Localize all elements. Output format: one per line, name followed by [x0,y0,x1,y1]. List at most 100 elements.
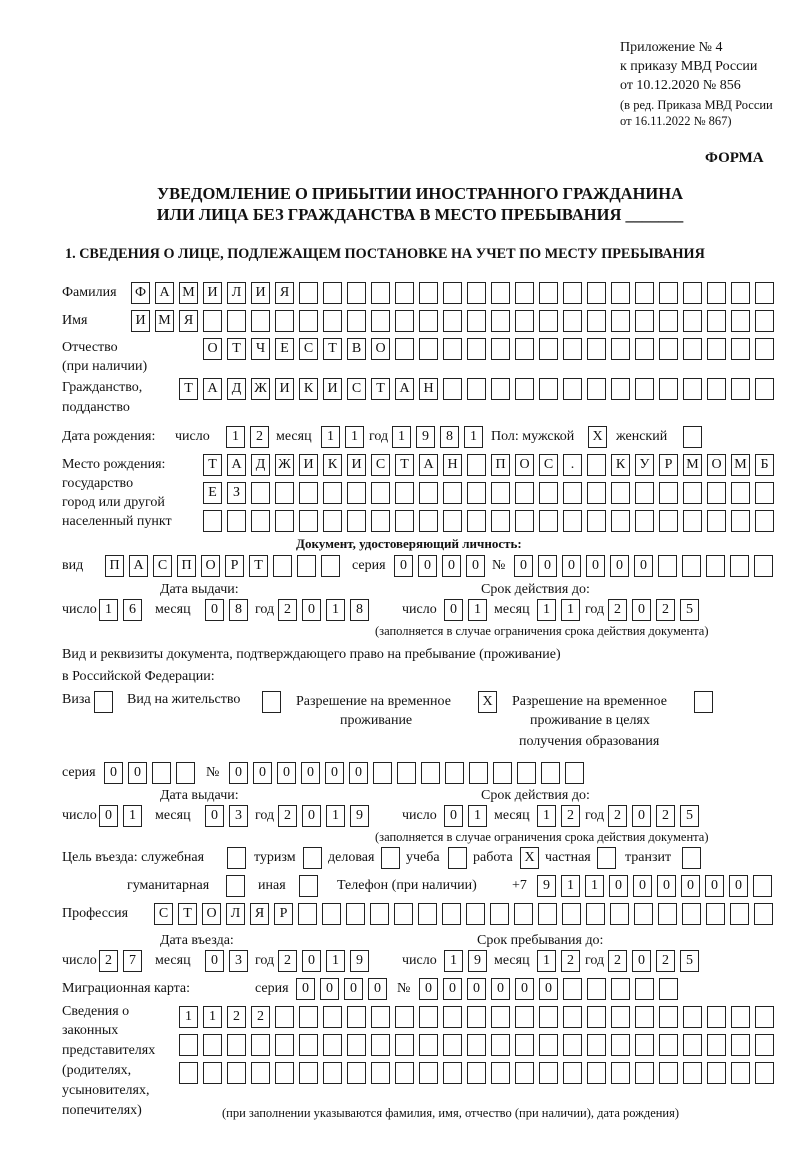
char-cell[interactable] [227,310,246,332]
char-cell[interactable]: 5 [680,599,699,621]
char-cell[interactable] [635,310,654,332]
char-cell[interactable] [731,378,750,400]
char-cell[interactable] [467,282,486,304]
char-cell[interactable] [683,482,702,504]
char-cell[interactable]: 0 [586,555,605,577]
char-cell[interactable] [682,847,701,869]
char-cell[interactable] [347,282,366,304]
char-cell[interactable] [467,1062,486,1084]
char-cell[interactable]: 1 [468,599,487,621]
char-cell[interactable] [298,903,317,925]
char-cell[interactable] [659,978,678,1000]
char-cell[interactable] [755,310,774,332]
char-cell[interactable] [539,1062,558,1084]
char-cell[interactable]: 1 [537,950,556,972]
char-cell[interactable] [587,454,606,476]
char-cell[interactable] [395,1034,414,1056]
sex-male-checkbox[interactable]: X [588,426,607,448]
char-cell[interactable] [659,378,678,400]
char-cell[interactable] [755,282,774,304]
char-cell[interactable] [682,555,701,577]
char-cell[interactable]: 0 [302,599,321,621]
char-cell[interactable]: 9 [350,950,369,972]
char-cell[interactable] [322,903,341,925]
char-cell[interactable]: П [491,454,510,476]
char-cell[interactable] [299,482,318,504]
char-cell[interactable] [515,1062,534,1084]
char-cell[interactable]: 0 [205,805,224,827]
birth-place-row-3[interactable] [203,510,774,532]
char-cell[interactable] [491,282,510,304]
char-cell[interactable] [299,875,318,897]
char-cell[interactable] [275,510,294,532]
char-cell[interactable]: 0 [729,875,748,897]
char-cell[interactable]: Р [274,903,293,925]
char-cell[interactable] [515,338,534,360]
char-cell[interactable] [683,426,702,448]
char-cell[interactable]: Е [275,338,294,360]
char-cell[interactable]: Т [249,555,268,577]
char-cell[interactable]: 8 [350,599,369,621]
char-cell[interactable] [635,338,654,360]
char-cell[interactable] [299,1006,318,1028]
char-cell[interactable]: 1 [537,599,556,621]
char-cell[interactable]: 7 [123,950,142,972]
char-cell[interactable] [419,1006,438,1028]
char-cell[interactable] [251,1062,270,1084]
purpose-service-checkbox[interactable] [227,847,246,869]
char-cell[interactable] [635,510,654,532]
char-cell[interactable]: Я [179,310,198,332]
char-cell[interactable] [491,482,510,504]
char-cell[interactable]: 0 [368,978,387,1000]
char-cell[interactable] [467,454,486,476]
char-cell[interactable]: 1 [537,805,556,827]
char-cell[interactable] [448,847,467,869]
char-cell[interactable] [515,378,534,400]
char-cell[interactable] [203,310,222,332]
char-cell[interactable] [467,378,486,400]
char-cell[interactable]: О [707,454,726,476]
char-cell[interactable]: 0 [205,599,224,621]
char-cell[interactable] [563,1034,582,1056]
char-cell[interactable] [755,1062,774,1084]
char-cell[interactable] [597,847,616,869]
char-cell[interactable] [515,310,534,332]
char-cell[interactable] [707,482,726,504]
char-cell[interactable] [731,1062,750,1084]
char-cell[interactable] [419,482,438,504]
char-cell[interactable] [373,762,392,784]
char-cell[interactable]: X [478,691,497,713]
char-cell[interactable] [323,510,342,532]
char-cell[interactable]: 0 [633,875,652,897]
char-cell[interactable] [517,762,536,784]
char-cell[interactable]: К [299,378,318,400]
char-cell[interactable]: Т [371,378,390,400]
char-cell[interactable] [587,1062,606,1084]
char-cell[interactable]: 0 [514,555,533,577]
temp-edu-checkbox[interactable] [694,691,713,713]
char-cell[interactable]: 1 [326,950,345,972]
char-cell[interactable]: Т [178,903,197,925]
char-cell[interactable] [442,903,461,925]
char-cell[interactable] [755,1034,774,1056]
char-cell[interactable] [395,1006,414,1028]
char-cell[interactable] [443,1006,462,1028]
char-cell[interactable]: В [347,338,366,360]
char-cell[interactable]: С [299,338,318,360]
char-cell[interactable]: У [635,454,654,476]
char-cell[interactable]: 3 [229,805,248,827]
char-cell[interactable]: М [731,454,750,476]
char-cell[interactable] [299,310,318,332]
char-cell[interactable] [273,555,292,577]
char-cell[interactable] [251,510,270,532]
char-cell[interactable] [443,310,462,332]
char-cell[interactable]: 0 [320,978,339,1000]
char-cell[interactable]: 0 [104,762,123,784]
char-cell[interactable]: Т [323,338,342,360]
char-cell[interactable]: 0 [418,555,437,577]
